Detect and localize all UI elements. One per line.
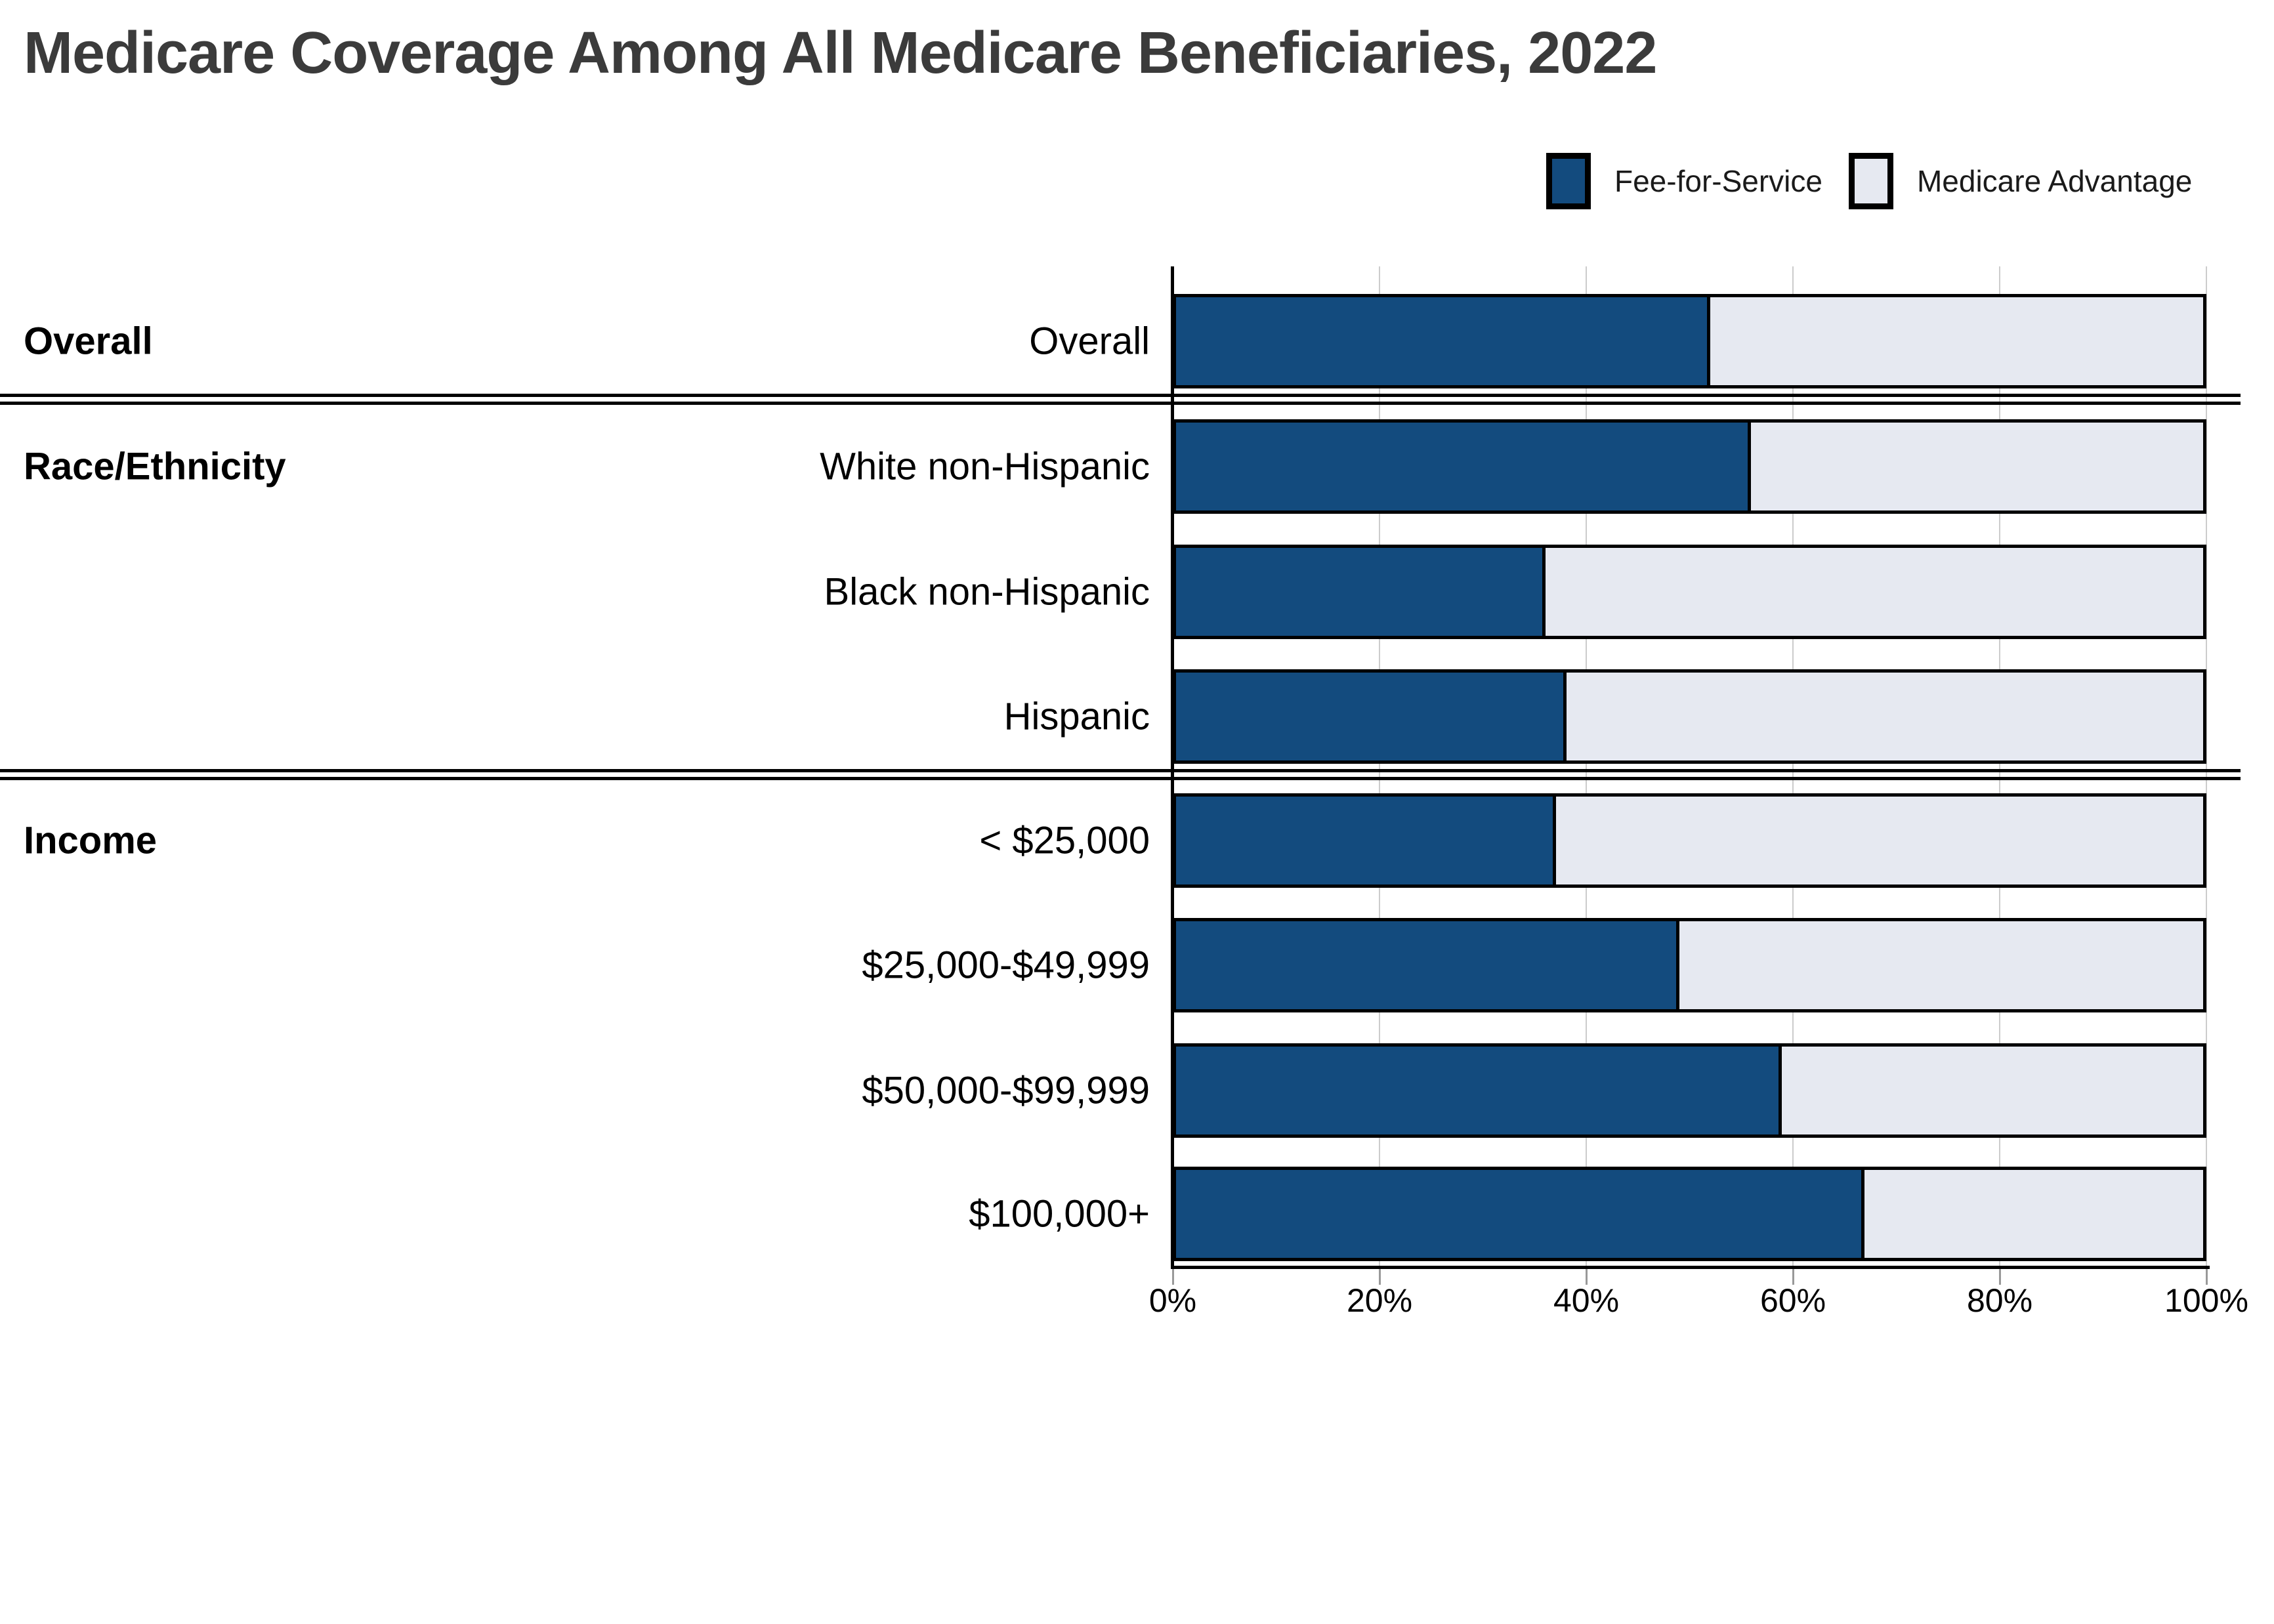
section-separator-2: [0, 769, 2241, 780]
row-label: $50,000-$99,999: [862, 1069, 1150, 1112]
medicare-advantage-segment: [1546, 548, 2203, 636]
x-axis-tick-label-100%: 100%: [2164, 1282, 2248, 1319]
row-label: Black non-Hispanic: [824, 570, 1150, 614]
section-header-race-ethnicity: Race/Ethnicity: [24, 445, 286, 488]
bar-row: [1173, 1167, 2206, 1261]
section-header-income: Income: [24, 819, 158, 862]
section-separator-1: [0, 394, 2241, 405]
bar-row: [1173, 918, 2206, 1012]
medicare-advantage-segment: [1710, 297, 2203, 385]
legend: Fee-for-Service Medicare Advantage: [1546, 152, 2218, 210]
fee-for-service-segment: [1176, 548, 1546, 636]
fee-for-service-segment: [1176, 423, 1752, 510]
medicare-advantage-segment: [1864, 1170, 2203, 1258]
x-axis-tick-label-0%: 0%: [1148, 1282, 1197, 1319]
section-header-overall: Overall: [24, 320, 153, 363]
x-axis-tick-label-40%: 40%: [1553, 1282, 1620, 1319]
row-label: $25,000-$49,999: [862, 944, 1150, 987]
x-axis-tick-40%: [1586, 1269, 1588, 1285]
row-label: Hispanic: [1003, 695, 1150, 738]
gridline-100pct: [2206, 266, 2207, 1266]
row-label: White non-Hispanic: [820, 445, 1150, 488]
x-axis-tick-80%: [1999, 1269, 2001, 1285]
x-axis-tick-label-60%: 60%: [1759, 1282, 1826, 1319]
x-axis-tick-100%: [2206, 1269, 2208, 1285]
bar-row: [1173, 294, 2206, 388]
fee-for-service-segment: [1176, 797, 1557, 885]
x-axis-tick-20%: [1379, 1269, 1381, 1285]
medicare-advantage-segment: [1556, 797, 2203, 885]
bar-row: [1173, 545, 2206, 639]
row-label: $100,000+: [969, 1192, 1150, 1236]
chart-title: Medicare Coverage Among All Medicare Ben…: [24, 20, 1657, 86]
legend-label-medicare-advantage: Medicare Advantage: [1916, 164, 2193, 198]
x-axis-tick-label-20%: 20%: [1346, 1282, 1413, 1319]
gridline-40pct: [1586, 266, 1587, 1266]
fee-for-service-segment: [1176, 1170, 1864, 1258]
medicare-advantage-segment: [1782, 1047, 2203, 1135]
row-label: < $25,000: [979, 819, 1150, 862]
fee-for-service-segment: [1176, 921, 1679, 1009]
x-axis-tick-0%: [1172, 1269, 1174, 1285]
medicare-advantage-segment: [1679, 921, 2203, 1009]
medicare-advantage-segment: [1567, 673, 2203, 760]
fee-for-service-segment: [1176, 297, 1710, 385]
bar-row: [1173, 793, 2206, 888]
medicare-advantage-segment: [1751, 423, 2203, 510]
gridline-60pct: [1792, 266, 1794, 1266]
x-axis-tick-60%: [1792, 1269, 1794, 1285]
fee-for-service-segment: [1176, 673, 1567, 760]
bar-row: [1173, 419, 2206, 514]
legend-swatch-medicare-advantage-icon: [1848, 153, 1893, 209]
x-axis-tick-label-80%: 80%: [1966, 1282, 2033, 1319]
bar-row: [1173, 1043, 2206, 1138]
gridline-80pct: [1999, 266, 2000, 1266]
y-axis-line: [1171, 266, 1174, 1266]
row-label: Overall: [1029, 320, 1150, 363]
legend-swatch-fee-for-service-icon: [1546, 153, 1591, 209]
gridline-20pct: [1379, 266, 1380, 1266]
fee-for-service-segment: [1176, 1047, 1782, 1135]
x-axis-line: [1171, 1266, 2210, 1269]
legend-label-fee-for-service: Fee-for-Service: [1614, 164, 1822, 198]
bar-row: [1173, 669, 2206, 764]
